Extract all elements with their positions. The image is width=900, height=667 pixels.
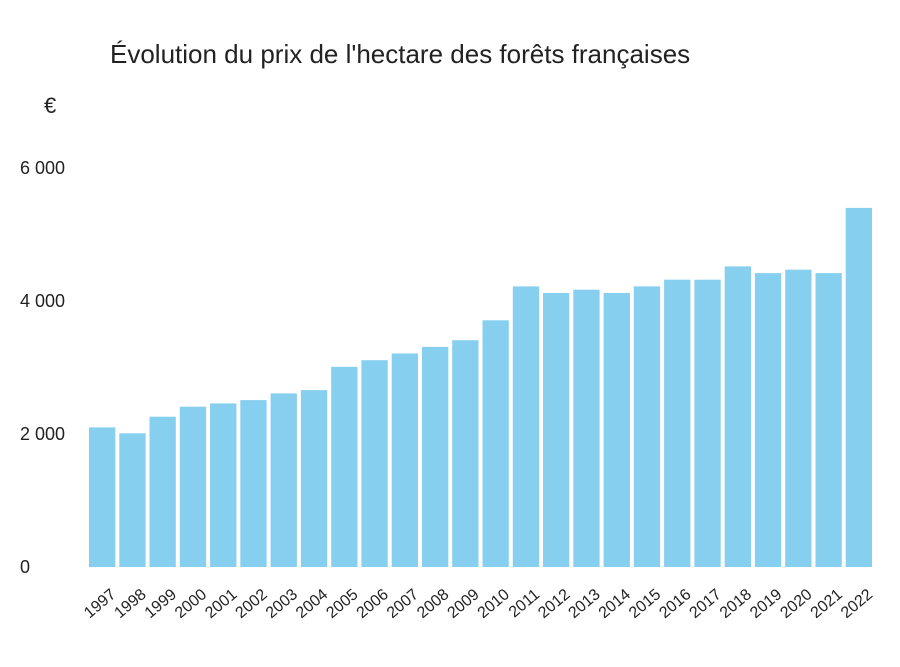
x-tick-label: 2006 (354, 586, 392, 622)
bar-1999 (149, 416, 176, 567)
bar-2022 (845, 207, 872, 567)
bar-2009 (452, 340, 479, 567)
bar-1998 (119, 433, 146, 567)
x-tick-label: 2021 (808, 586, 846, 622)
bar-2003 (270, 393, 297, 567)
bar-2012 (543, 293, 570, 567)
bar-2002 (240, 400, 267, 567)
bar-2007 (391, 353, 418, 567)
x-tick-label: 2007 (384, 586, 422, 622)
bar-2019 (754, 273, 782, 567)
bar-2006 (361, 360, 388, 567)
bar-2015 (633, 286, 661, 567)
x-tick-label: 2012 (535, 586, 573, 622)
x-tick-label: 2000 (172, 586, 210, 622)
x-tick-label: 2015 (626, 586, 664, 622)
x-tick-label: 2020 (777, 586, 815, 622)
bar-2017 (694, 279, 721, 567)
x-tick-label: 2018 (717, 586, 755, 622)
bar-2010 (482, 320, 509, 567)
y-axis-ticks: 0 2 000 4 000 6 000 (20, 158, 65, 577)
x-axis-ticks: 1997199819992000200120022003200420052006… (81, 586, 876, 622)
x-tick-label: 2005 (323, 586, 361, 622)
x-tick-label: 2011 (506, 586, 543, 621)
bar-2018 (724, 266, 751, 567)
y-tick-label: 0 (20, 557, 30, 577)
bar-2011 (512, 286, 540, 567)
y-axis-unit-label: € (44, 93, 56, 118)
x-tick-label: 2004 (293, 586, 331, 622)
x-tick-label: 2001 (202, 586, 240, 622)
bar-2000 (179, 406, 207, 567)
x-tick-label: 2008 (414, 586, 452, 622)
chart-title: Évolution du prix de l'hectare des forêt… (110, 39, 690, 69)
bar-2013 (573, 289, 600, 567)
bar-1997 (89, 427, 116, 567)
y-tick-label: 6 000 (20, 158, 65, 178)
bar-2005 (331, 366, 358, 567)
y-tick-label: 4 000 (20, 291, 65, 311)
bar-2004 (300, 390, 328, 567)
bar-2020 (785, 269, 812, 567)
x-tick-label: 2003 (263, 586, 301, 622)
x-tick-label: 1997 (81, 586, 119, 622)
bar-2001 (210, 403, 237, 567)
x-tick-label: 2009 (444, 586, 482, 622)
x-tick-label: 2017 (687, 586, 725, 622)
bar-2021 (815, 273, 842, 567)
bar-2016 (664, 279, 691, 567)
bar-2014 (603, 293, 630, 567)
x-tick-label: 2016 (656, 586, 694, 622)
bar-2008 (422, 346, 449, 567)
x-tick-label: 2014 (596, 586, 634, 622)
x-tick-label: 2013 (565, 586, 603, 622)
x-tick-label: 2019 (747, 586, 785, 622)
bars (89, 207, 872, 567)
y-tick-label: 2 000 (20, 424, 65, 444)
x-tick-label: 2010 (475, 586, 513, 622)
x-tick-label: 1998 (111, 586, 149, 622)
x-tick-label: 1999 (142, 586, 180, 622)
x-tick-label: 2002 (233, 586, 271, 622)
x-tick-label: 2022 (838, 586, 876, 622)
